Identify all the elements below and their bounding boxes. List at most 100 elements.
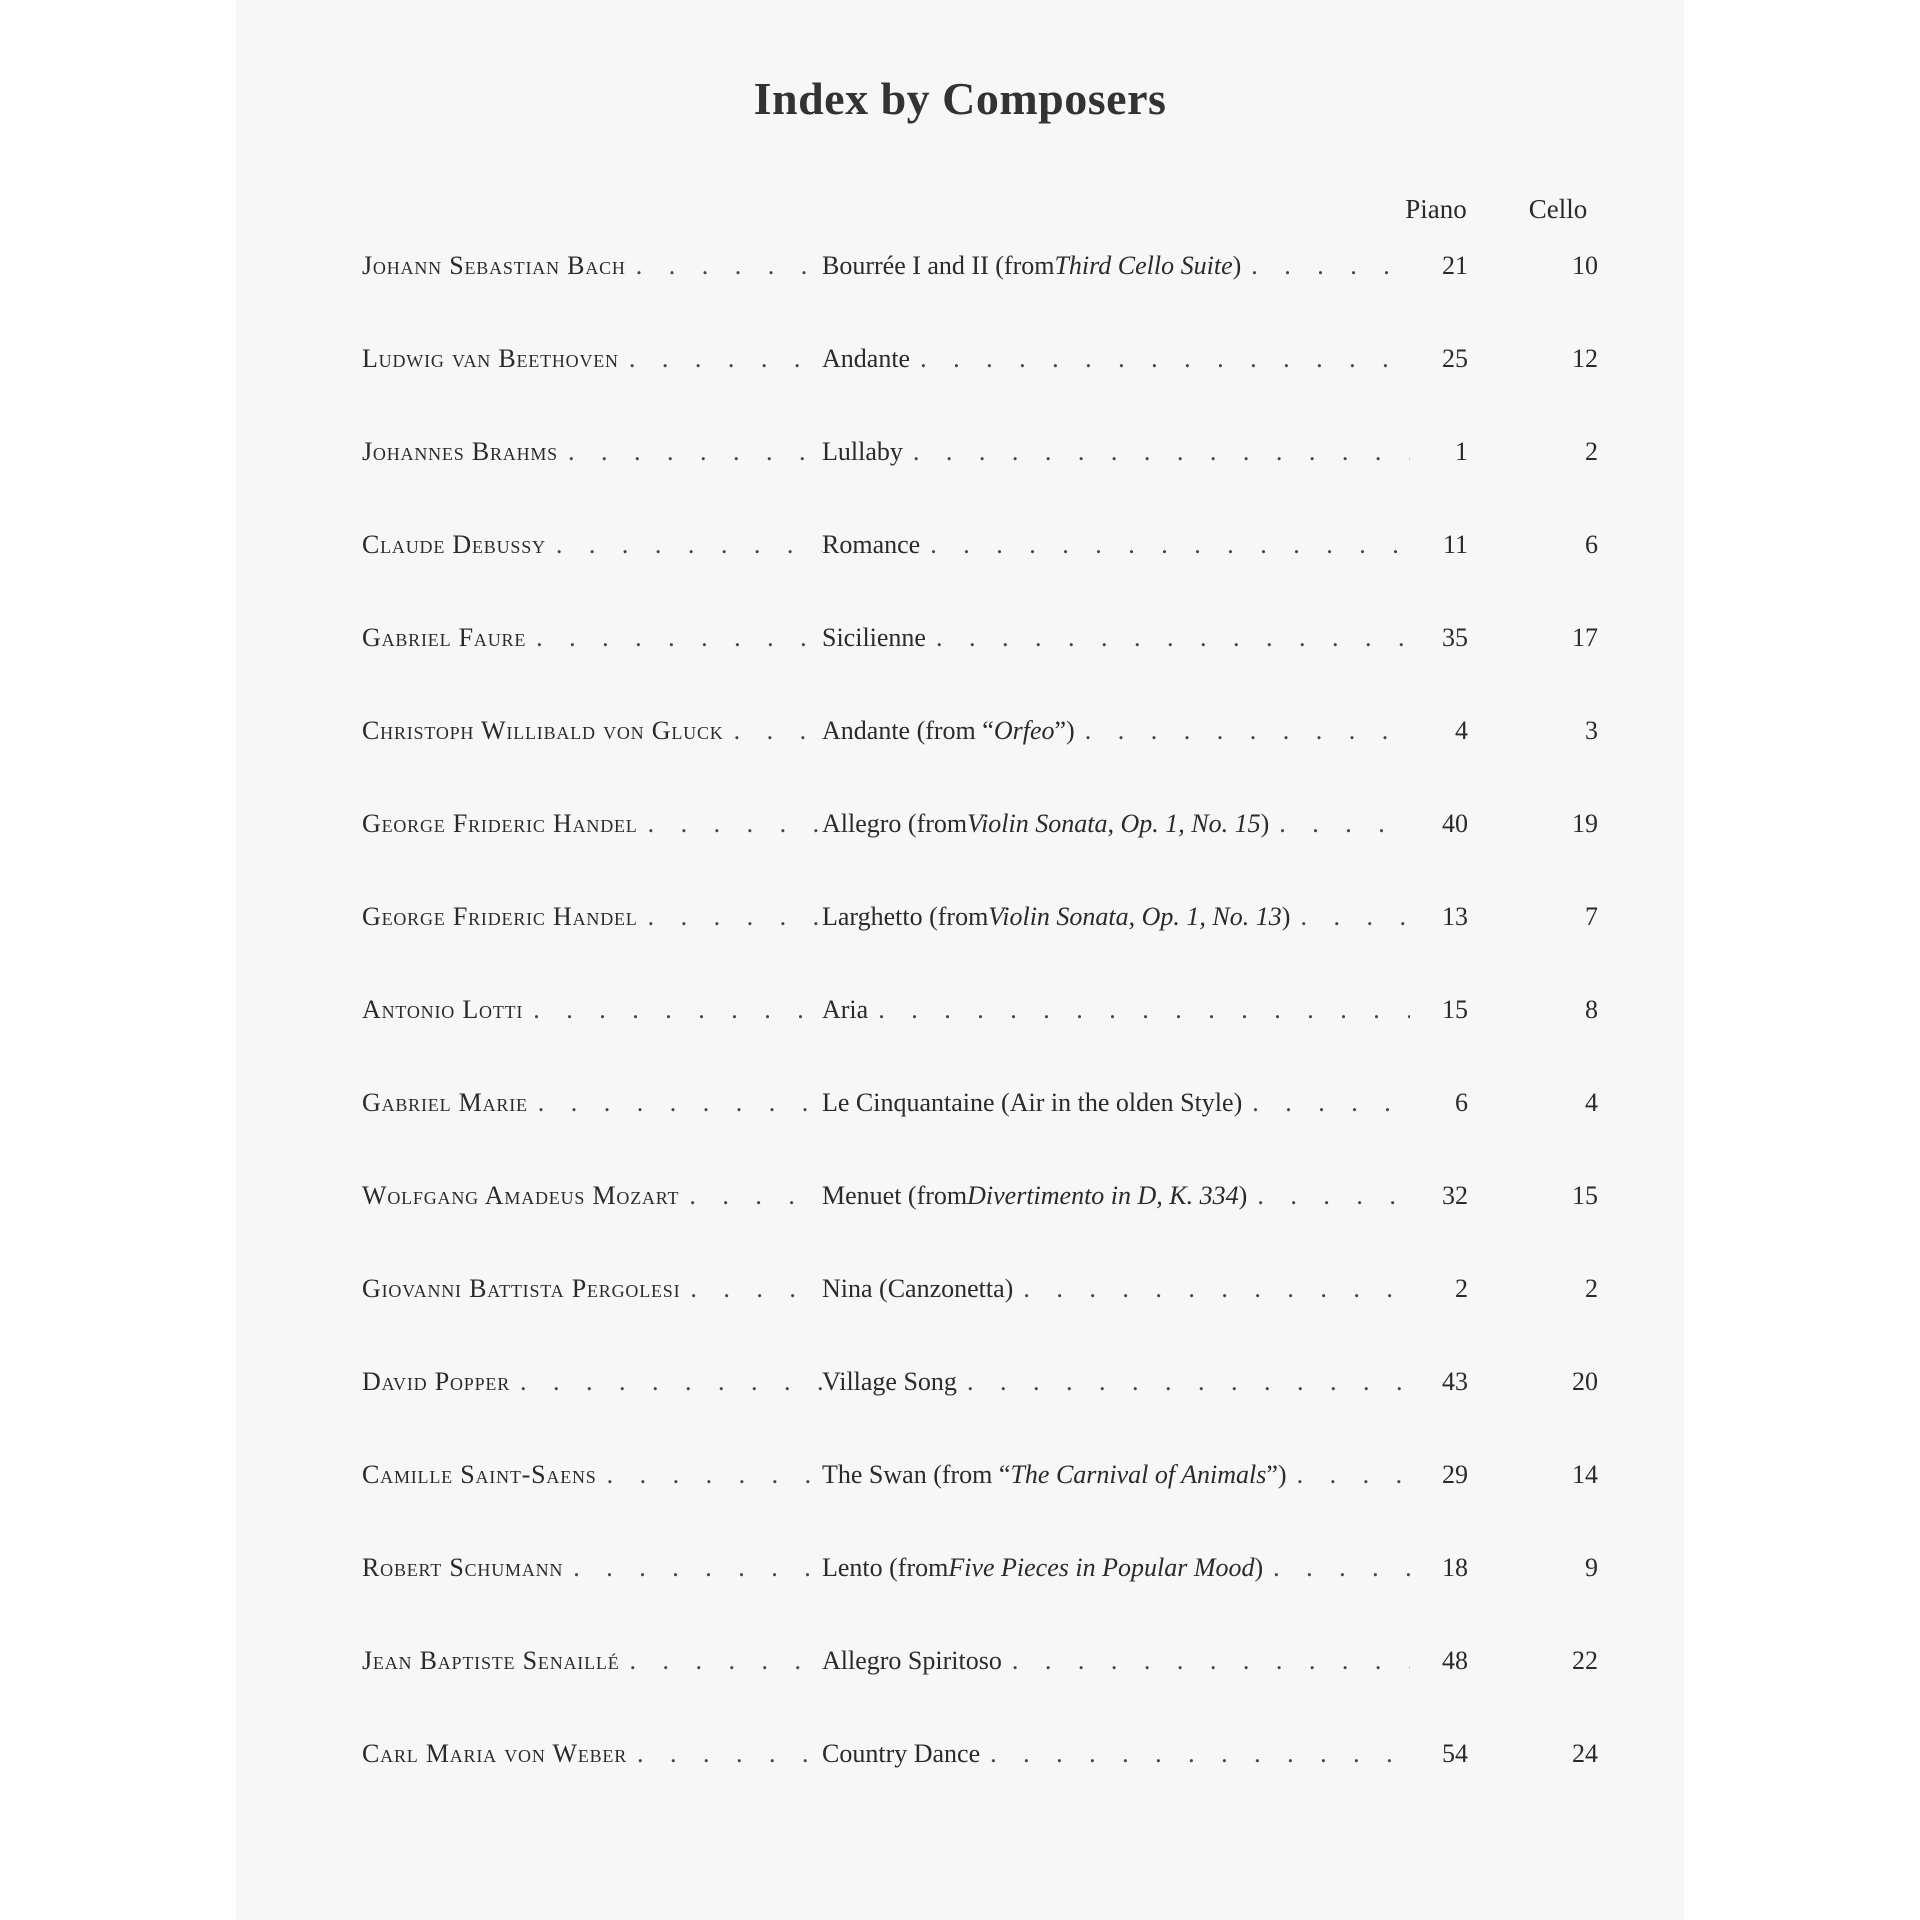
dot-leader: . . . . . . . . . . . . . . . . . . . . … — [690, 1274, 822, 1303]
composer-name: Jean Baptiste Senaillé — [362, 1646, 620, 1675]
dot-leader: . . . . . . . . . . . . . . . . . . . . … — [536, 623, 822, 652]
dot-leader: . . . . . . . . . . . . . . . . . . . . … — [635, 251, 822, 280]
piano-page-number: 15 — [1442, 995, 1468, 1024]
cello-page-number: 17 — [1572, 623, 1598, 652]
composer-name: Claude Debussy — [362, 530, 546, 559]
work-title-segment: Le Cinquantaine (Air in the olden Style) — [822, 1085, 1242, 1121]
piano-page-number: 11 — [1442, 530, 1468, 559]
index-entry: Claude Debussy . . . . . . . . . . . . .… — [362, 527, 1662, 620]
work-cell: Aria . . . . . . . . . . . . . . . . . .… — [822, 992, 1410, 1028]
work-title-segment: Allegro (from — [822, 806, 967, 842]
work-title-text: ) — [1232, 251, 1242, 280]
index-entry: Wolfgang Amadeus Mozart . . . . . . . . … — [362, 1178, 1662, 1271]
work-title-segment: Village Song — [822, 1364, 957, 1400]
work-title-italic: Divertimento in D, K. 334 — [967, 1181, 1239, 1210]
cello-page-number: 8 — [1585, 995, 1598, 1024]
dot-leader: . . . . . . . . . . . . . . . . . . . . … — [930, 530, 1410, 559]
work-title-segment: Larghetto (from — [822, 899, 988, 935]
work-title-italic: Violin Sonata, Op. 1, No. 13 — [988, 902, 1282, 931]
work-cell: Village Song . . . . . . . . . . . . . .… — [822, 1364, 1410, 1400]
cello-page-number: 9 — [1585, 1553, 1598, 1582]
index-entry: Gabriel Marie . . . . . . . . . . . . . … — [362, 1085, 1662, 1178]
composer-name: Ludwig van Beethoven — [362, 344, 619, 373]
work-title-text: Bourrée I and II (from — [822, 251, 1055, 280]
composer-cell: David Popper . . . . . . . . . . . . . .… — [362, 1364, 822, 1400]
composer-cell: Gabriel Faure . . . . . . . . . . . . . … — [362, 620, 822, 656]
dot-leader: . . . . . . . . . . . . . . . . . . . . … — [689, 1181, 822, 1210]
work-title-text: Romance — [822, 530, 921, 559]
dot-leader: . . . . . . . . . . . . . . . . . . . . … — [567, 437, 822, 466]
work-title-text: Menuet (from — [822, 1181, 968, 1210]
piano-page-number: 4 — [1455, 716, 1468, 745]
dot-leader: . . . . . . . . . . . . . . . . . . . . … — [637, 1739, 822, 1768]
composer-cell: Gabriel Marie . . . . . . . . . . . . . … — [362, 1085, 822, 1121]
piano-page-number: 2 — [1455, 1274, 1468, 1303]
composer-name: Johann Sebastian Bach — [362, 251, 626, 280]
work-title-segment: ) — [1239, 1178, 1248, 1214]
work-title-segment: Violin Sonata, Op. 1, No. 15 — [967, 806, 1260, 842]
index-entry: David Popper . . . . . . . . . . . . . .… — [362, 1364, 1662, 1457]
work-title-text: Larghetto (from — [822, 902, 989, 931]
index-entry: George Frideric Handel . . . . . . . . .… — [362, 899, 1662, 992]
dot-leader: . . . . . . . . . . . . . . . . . . . . … — [990, 1739, 1410, 1768]
dot-leader: . . . . . . . . . . . . . . . . . . . . … — [573, 1553, 822, 1582]
composer-cell: Johannes Brahms . . . . . . . . . . . . … — [362, 434, 822, 470]
work-title-text: Lullaby — [822, 437, 903, 466]
work-title-segment: ) — [1261, 806, 1270, 842]
dot-leader: . . . . . . . . . . . . . . . . . . . . … — [628, 344, 822, 373]
composer-name: Gabriel Marie — [362, 1088, 528, 1117]
work-title-segment: Aria — [822, 992, 868, 1028]
dot-leader: . . . . . . . . . . . . . . . . . . . . … — [935, 623, 1410, 652]
dot-leader: . . . . . . . . . . . . . . . . . . . . … — [533, 995, 822, 1024]
work-cell: Le Cinquantaine (Air in the olden Style)… — [822, 1085, 1410, 1121]
work-cell: Country Dance . . . . . . . . . . . . . … — [822, 1736, 1410, 1772]
composer-cell: Camille Saint-Saens . . . . . . . . . . … — [362, 1457, 822, 1493]
index-entry: Gabriel Faure . . . . . . . . . . . . . … — [362, 620, 1662, 713]
composer-name: George Frideric Handel — [362, 809, 638, 838]
dot-leader: . . . . . . . . . . . . . . . . . . . . … — [1251, 251, 1410, 280]
dot-leader: . . . . . . . . . . . . . . . . . . . . … — [1273, 1553, 1410, 1582]
composer-name: Johannes Brahms — [362, 437, 558, 466]
index-entry: Johannes Brahms . . . . . . . . . . . . … — [362, 434, 1662, 527]
dot-leader: . . . . . . . . . . . . . . . . . . . . … — [1300, 902, 1410, 931]
work-title-text: ) — [1281, 902, 1291, 931]
work-title-text: ”) — [1054, 716, 1075, 745]
work-cell: Allegro (from Violin Sonata, Op. 1, No. … — [822, 806, 1410, 842]
work-title-segment: Allegro Spiritoso — [822, 1643, 1002, 1679]
work-cell: Nina (Canzonetta) . . . . . . . . . . . … — [822, 1271, 1410, 1307]
work-title-text: ) — [1260, 809, 1270, 838]
work-title-text: Aria — [822, 995, 869, 1024]
document-page: Index by Composers Piano Cello Johann Se… — [236, 0, 1684, 1920]
composer-cell: Carl Maria von Weber . . . . . . . . . .… — [362, 1736, 822, 1772]
composer-cell: George Frideric Handel . . . . . . . . .… — [362, 899, 822, 935]
work-title-segment: Country Dance — [822, 1736, 980, 1772]
composer-name: Giovanni Battista Pergolesi — [362, 1274, 681, 1303]
dot-leader: . . . . . . . . . . . . . . . . . . . . … — [647, 902, 822, 931]
cello-page-number: 4 — [1585, 1088, 1598, 1117]
index-entry: Camille Saint-Saens . . . . . . . . . . … — [362, 1457, 1662, 1550]
dot-leader: . . . . . . . . . . . . . . . . . . . . … — [920, 344, 1410, 373]
dot-leader: . . . . . . . . . . . . . . . . . . . . … — [1023, 1274, 1410, 1303]
composer-name: Robert Schumann — [362, 1553, 564, 1582]
work-cell: Menuet (from Divertimento in D, K. 334) … — [822, 1178, 1410, 1214]
work-title-segment: Violin Sonata, Op. 1, No. 13 — [988, 899, 1281, 935]
work-title-segment: The Swan (from “ — [822, 1457, 1010, 1493]
work-cell: The Swan (from “The Carnival of Animals”… — [822, 1457, 1410, 1493]
work-title-segment: Orfeo — [994, 713, 1055, 749]
index-entry: Antonio Lotti . . . . . . . . . . . . . … — [362, 992, 1662, 1085]
cello-page-number: 20 — [1572, 1367, 1598, 1396]
work-title-segment: Romance — [822, 527, 920, 563]
work-cell: Bourrée I and II (from Third Cello Suite… — [822, 248, 1410, 284]
index-entry: Jean Baptiste Senaillé . . . . . . . . .… — [362, 1643, 1662, 1736]
work-title-text: Village Song — [822, 1367, 957, 1396]
composer-name: Gabriel Faure — [362, 623, 527, 652]
composer-index-list: Johann Sebastian Bach . . . . . . . . . … — [362, 248, 1662, 1829]
cello-page-number: 14 — [1572, 1460, 1598, 1489]
composer-cell: Ludwig van Beethoven . . . . . . . . . .… — [362, 341, 822, 377]
dot-leader: . . . . . . . . . . . . . . . . . . . . … — [606, 1460, 822, 1489]
work-cell: Larghetto (from Violin Sonata, Op. 1, No… — [822, 899, 1410, 935]
work-cell: Lento (from Five Pieces in Popular Mood)… — [822, 1550, 1410, 1586]
work-title-text: ) — [1254, 1553, 1264, 1582]
work-title-segment: Andante (from “ — [822, 713, 994, 749]
work-title-italic: Orfeo — [993, 716, 1055, 745]
